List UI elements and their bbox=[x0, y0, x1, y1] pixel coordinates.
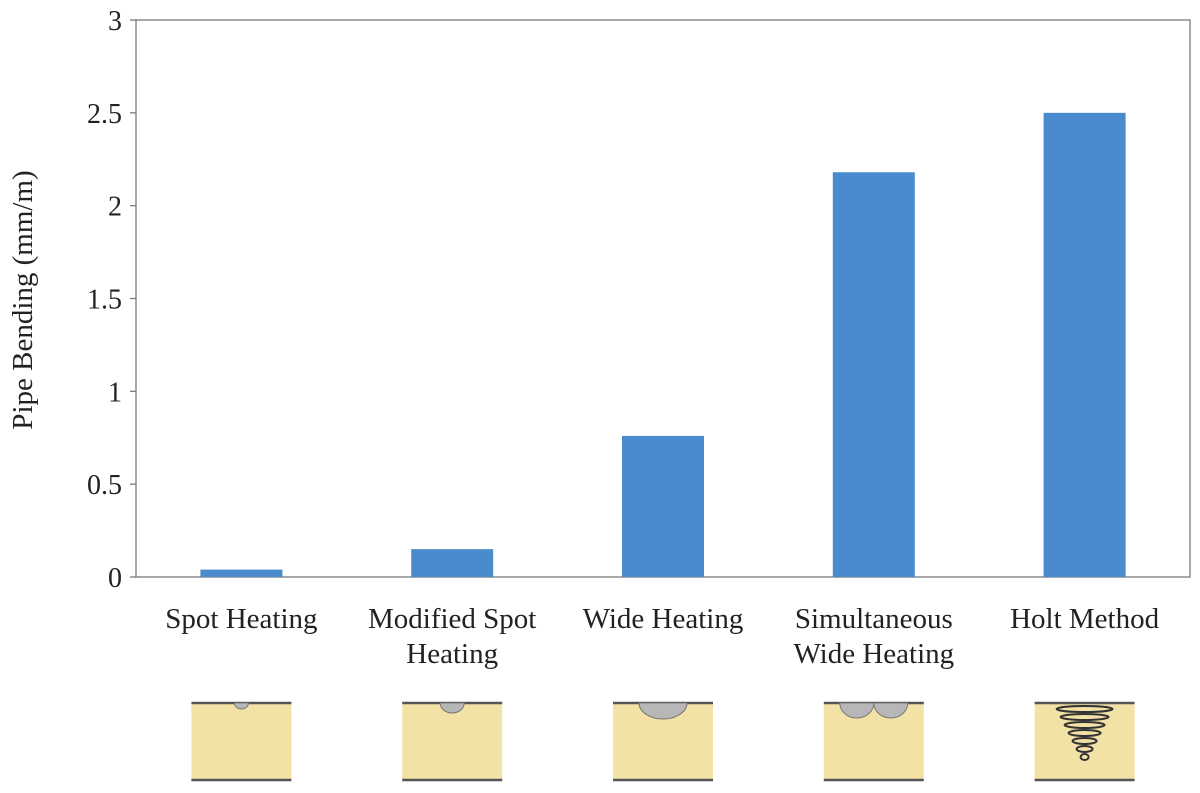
wide-heating-icon bbox=[613, 701, 713, 782]
x-category-label: Modified Spot Heating bbox=[368, 603, 536, 670]
bar bbox=[411, 549, 494, 577]
bar bbox=[1043, 112, 1126, 577]
bar bbox=[200, 569, 283, 577]
y-tick-label: 2 bbox=[108, 192, 122, 223]
y-tick-label: 2.5 bbox=[87, 99, 122, 130]
bars-group bbox=[200, 112, 1126, 577]
y-tick-label: 3 bbox=[108, 6, 122, 37]
x-category-label: Wide Heating bbox=[583, 603, 744, 635]
holt-method-icon bbox=[1034, 701, 1135, 782]
y-tick-label: 0 bbox=[108, 563, 122, 594]
modified-spot-heating-icon bbox=[402, 701, 503, 782]
x-category-label: Spot Heating bbox=[165, 603, 317, 635]
y-tick-label: 0.5 bbox=[87, 470, 122, 501]
y-axis-title: Pipe Bending (mm/m) bbox=[7, 170, 39, 429]
spot-heating-icon bbox=[191, 701, 292, 782]
heating-illustrations bbox=[191, 701, 1135, 782]
y-axis-ticks: 0 0.5 1 1.5 2 2.5 3 bbox=[87, 6, 136, 594]
simultaneous-wide-heating-icon bbox=[823, 701, 924, 782]
y-tick-label: 1.5 bbox=[87, 285, 122, 316]
x-category-label: Holt Method bbox=[1010, 603, 1160, 635]
bar bbox=[832, 172, 915, 577]
x-axis-category-labels: Spot Heating Modified Spot Heating Wide Hea… bbox=[165, 603, 1159, 670]
y-tick-label: 1 bbox=[108, 377, 122, 408]
bar bbox=[622, 435, 704, 577]
x-category-label: Simultaneous Wide Heating bbox=[793, 603, 954, 670]
